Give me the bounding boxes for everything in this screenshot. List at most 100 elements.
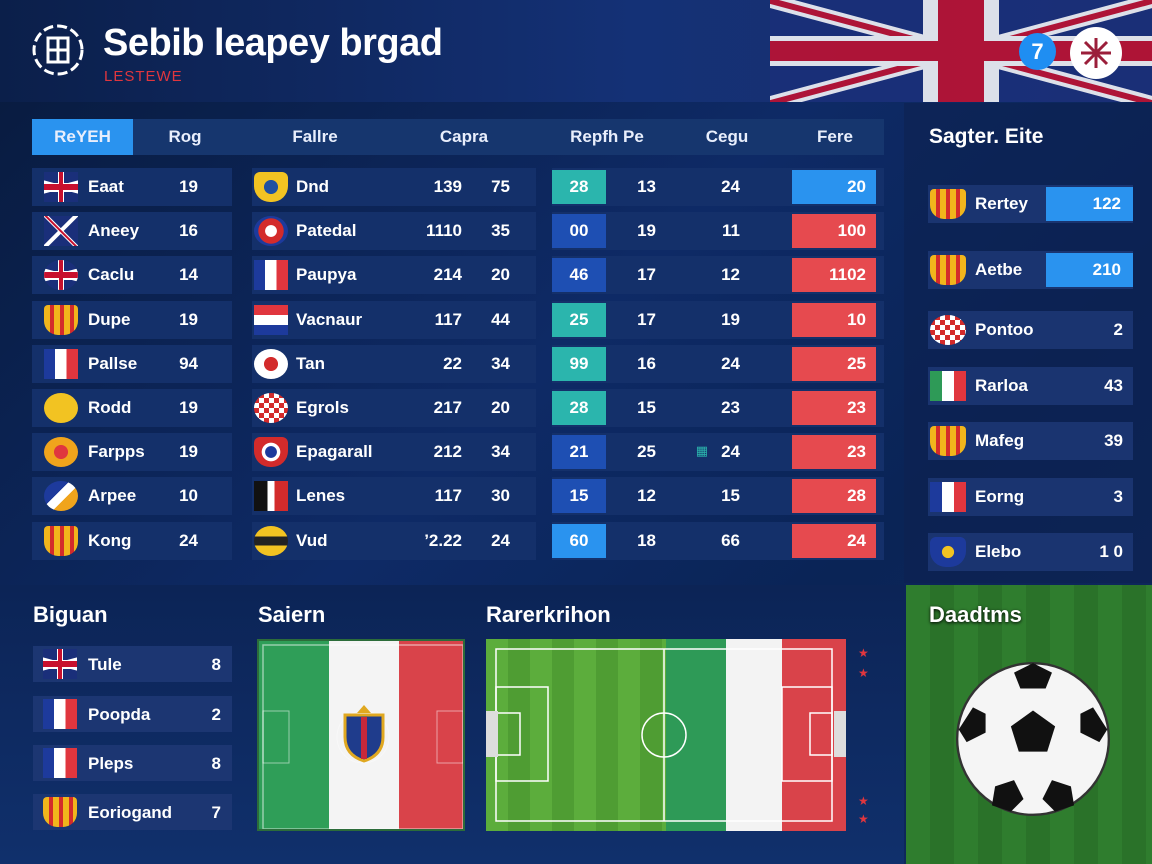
round-number-button[interactable]: 7 xyxy=(1019,33,1056,70)
tab-0[interactable]: ReYEH xyxy=(32,119,133,155)
tab-2[interactable]: Fallre xyxy=(292,127,338,146)
table-row[interactable]: Dupe 19 Vacnaur 117 44 25 17 19 10 xyxy=(32,301,884,339)
sidebar-row[interactable]: Mafeg 39 xyxy=(928,422,1133,460)
stat-box: 28 xyxy=(552,391,606,425)
team-name[interactable]: Patedal xyxy=(296,221,357,240)
team-name[interactable]: Caclu xyxy=(88,265,135,284)
team-name[interactable]: Kong xyxy=(88,531,132,550)
stat-c: 25 xyxy=(637,442,656,461)
blue-red-circle-flag-icon xyxy=(254,216,288,246)
sidebar-value: 1 0 xyxy=(1099,542,1123,561)
team-name[interactable]: Eaat xyxy=(88,177,124,196)
bottom-team-value: 8 xyxy=(211,754,221,773)
tab-5[interactable]: Cegu xyxy=(705,127,749,146)
stat-a: ’2.22 xyxy=(424,531,462,550)
tab-3[interactable]: Capra xyxy=(439,127,489,146)
table-row[interactable]: Farpps 19 Epagarall 212 34 21 25 ▦ 24 23 xyxy=(32,433,884,471)
sidebar-team-name: Mafeg xyxy=(975,431,1025,450)
score-box: 1102 xyxy=(792,258,876,292)
sidebar-row[interactable]: Eorng 3 xyxy=(928,478,1133,516)
table-row[interactable]: Pallse 94 Tan 22 34 99 16 24 25 xyxy=(32,345,884,383)
team-name[interactable]: Tan xyxy=(296,354,325,373)
stat-c: 12 xyxy=(637,486,656,505)
team-name[interactable]: Dupe xyxy=(88,310,131,329)
bottom-team-name: Tule xyxy=(88,655,122,674)
sidebar-row[interactable]: Elebo 1 0 xyxy=(928,533,1133,571)
stat-box: 46 xyxy=(552,258,606,292)
bottom-list-row[interactable]: Poopda 2 xyxy=(33,696,232,732)
row-cell-bg xyxy=(394,168,536,206)
team-name[interactable]: Vacnaur xyxy=(296,310,363,329)
bottom-list-row[interactable]: Tule 8 xyxy=(33,646,232,682)
score-box: 24 xyxy=(792,524,876,558)
italy-flag-icon xyxy=(930,371,966,401)
table-row[interactable]: Eaat 19 Dnd 139 75 28 13 24 20 xyxy=(32,168,884,206)
emblem-icon[interactable] xyxy=(1070,27,1122,79)
checker-circle-flag-icon xyxy=(254,393,288,423)
tab-6[interactable]: Fere xyxy=(817,127,853,146)
table-row[interactable]: Rodd 19 Egrols 217 20 28 15 23 23 xyxy=(32,389,884,427)
football-icon xyxy=(955,661,1111,817)
uk-flag-icon xyxy=(43,649,77,679)
team-value: 94 xyxy=(179,354,198,373)
page-subtitle: LESTEWE xyxy=(104,68,183,85)
stat-b: 20 xyxy=(491,398,510,417)
team-name[interactable]: Farpps xyxy=(88,442,145,461)
sidebar-row[interactable]: Aetbe 210 xyxy=(928,251,1133,289)
bottom-list-row[interactable]: Eoriogand 7 xyxy=(33,794,232,830)
pitch-lines-icon xyxy=(262,644,463,829)
section-title-far: Daadtms xyxy=(929,602,1022,627)
team-name[interactable]: Aneey xyxy=(88,221,140,240)
sidebar-row[interactable]: Pontoo 2 xyxy=(928,311,1133,349)
stat-d: 24 xyxy=(721,354,740,373)
team-name[interactable]: Pallse xyxy=(88,354,138,373)
pitch-italy-panel[interactable] xyxy=(257,639,465,831)
france-flag-icon xyxy=(930,482,966,512)
sidebar-row[interactable]: Rertey 122 xyxy=(928,185,1133,223)
team-name[interactable]: Lenes xyxy=(296,486,346,505)
team-name[interactable]: Paupya xyxy=(296,265,357,284)
score-box: 23 xyxy=(792,391,876,425)
crest-yellow-flag-icon xyxy=(44,305,78,335)
stat-d: 15 xyxy=(721,486,740,505)
pitch-tactics-panel[interactable] xyxy=(486,639,846,831)
stat-d: 66 xyxy=(721,531,740,550)
bottom-team-value: 2 xyxy=(211,705,221,724)
team-name[interactable]: Vud xyxy=(296,531,328,550)
tab-4[interactable]: Repfh Pe xyxy=(570,127,644,146)
table-row[interactable]: Aneey 16 Patedal 1110 35 00 19 11 100 xyxy=(32,212,884,250)
tab-1[interactable]: Rog xyxy=(168,127,202,146)
team-name[interactable]: Arpee xyxy=(88,486,137,505)
row-cell-bg xyxy=(394,345,536,383)
sidebar-row[interactable]: Rarloa 43 xyxy=(928,367,1133,405)
team-name[interactable]: Dnd xyxy=(296,177,330,196)
france-flag-icon xyxy=(43,699,77,729)
stat-d: 24 xyxy=(721,177,740,196)
table-row[interactable]: Caclu 14 Paupya 214 20 46 17 12 1102 xyxy=(32,256,884,294)
table-row[interactable]: Kong 24 Vud ’2.22 24 60 18 66 24 xyxy=(32,522,884,560)
row-cell-bg xyxy=(394,301,536,339)
stat-a: 117 xyxy=(434,310,462,329)
team-name[interactable]: Epagarall xyxy=(296,442,373,461)
stat-c: 18 xyxy=(637,531,656,550)
page-title: Sebib leapey brgad xyxy=(103,22,443,64)
bottom-team-value: 7 xyxy=(211,803,221,822)
score-box: 23 xyxy=(792,435,876,469)
team-value: 19 xyxy=(179,177,198,196)
table-row[interactable]: Arpee 10 Lenes 117 30 15 12 15 28 xyxy=(32,477,884,515)
bottom-list-row[interactable]: Pleps 8 xyxy=(33,745,232,781)
team-crest-icon[interactable] xyxy=(30,20,86,80)
stat-d: 23 xyxy=(721,398,740,417)
stat-a: 117 xyxy=(434,486,462,505)
bottom-team-name: Pleps xyxy=(88,754,134,773)
uk-round-flag-icon xyxy=(44,260,78,290)
black-red-flag-icon xyxy=(254,481,288,511)
team-name[interactable]: Egrols xyxy=(296,398,349,417)
stat-box: 15 xyxy=(552,479,606,513)
sidebar-team-name: Eorng xyxy=(975,487,1025,506)
sidebar-value: 43 xyxy=(1104,376,1123,395)
sidebar-team-name: Aetbe xyxy=(975,260,1023,279)
stat-c: 15 xyxy=(637,398,656,417)
section-title-right: Rarerkrihon xyxy=(486,602,611,627)
team-name[interactable]: Rodd xyxy=(88,398,132,417)
